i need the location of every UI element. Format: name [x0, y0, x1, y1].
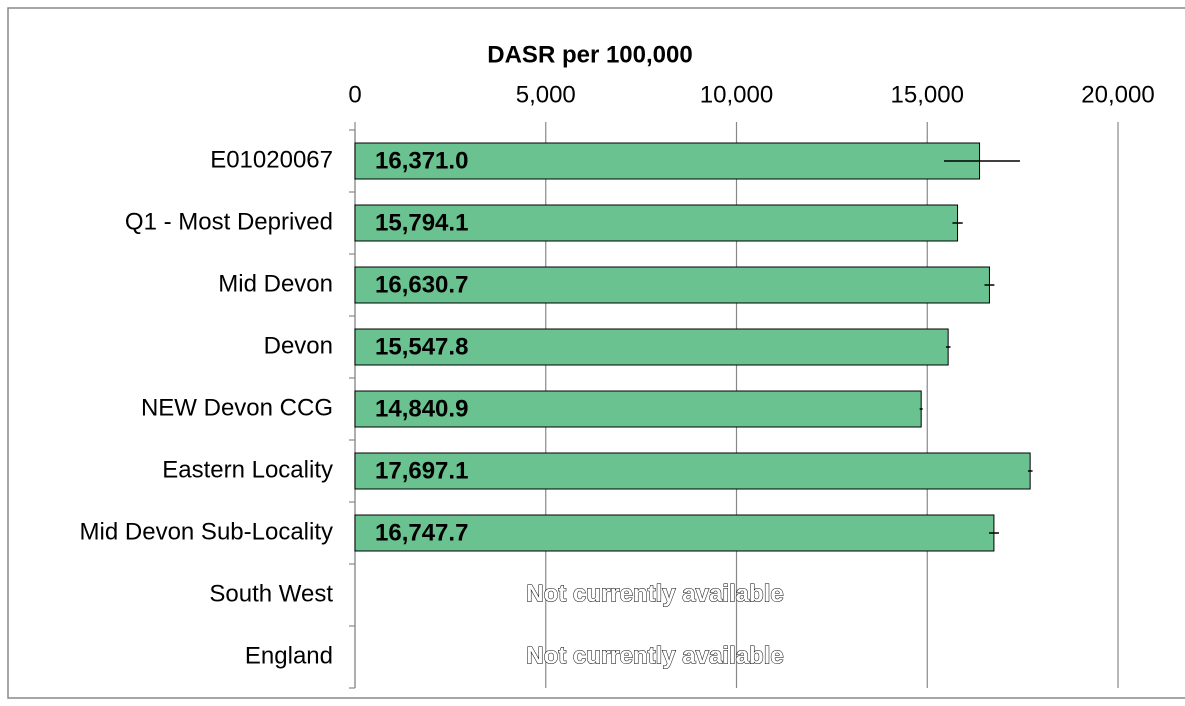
y-tick-label: Eastern Locality	[162, 456, 333, 483]
y-tick-label: E01020067	[210, 146, 333, 173]
bar	[354, 452, 1031, 490]
bar	[354, 514, 995, 552]
x-tick-label: 0	[348, 81, 361, 108]
unavailable-label: Not currently available	[526, 642, 783, 669]
bar	[354, 142, 981, 180]
value-label: 15,794.1	[375, 209, 468, 236]
chart-frame	[7, 7, 1185, 699]
y-tick-label: South West	[209, 580, 333, 607]
value-label: 14,840.9	[375, 395, 468, 422]
value-label: 17,697.1	[375, 457, 468, 484]
bar	[354, 204, 959, 242]
y-tick-label: NEW Devon CCG	[141, 394, 333, 421]
value-label: 16,630.7	[375, 271, 468, 298]
x-tick-label: 20,000	[1081, 81, 1154, 108]
y-tick-label: Devon	[264, 332, 333, 359]
bar	[354, 390, 922, 428]
y-tick-label: Mid Devon Sub-Locality	[80, 518, 333, 545]
bar	[354, 266, 990, 304]
x-tick-label: 5,000	[516, 81, 576, 108]
axis-title: DASR per 100,000	[487, 41, 692, 68]
y-tick-label: Mid Devon	[218, 270, 333, 297]
value-label: 15,547.8	[375, 333, 468, 360]
value-label: 16,747.7	[375, 519, 468, 546]
unavailable-label: Not currently available	[526, 580, 783, 607]
x-tick-label: 15,000	[891, 81, 964, 108]
y-tick-label: England	[245, 642, 333, 669]
y-tick-label: Q1 - Most Deprived	[125, 208, 333, 235]
value-label: 16,371.0	[375, 147, 468, 174]
x-tick-label: 10,000	[700, 81, 773, 108]
